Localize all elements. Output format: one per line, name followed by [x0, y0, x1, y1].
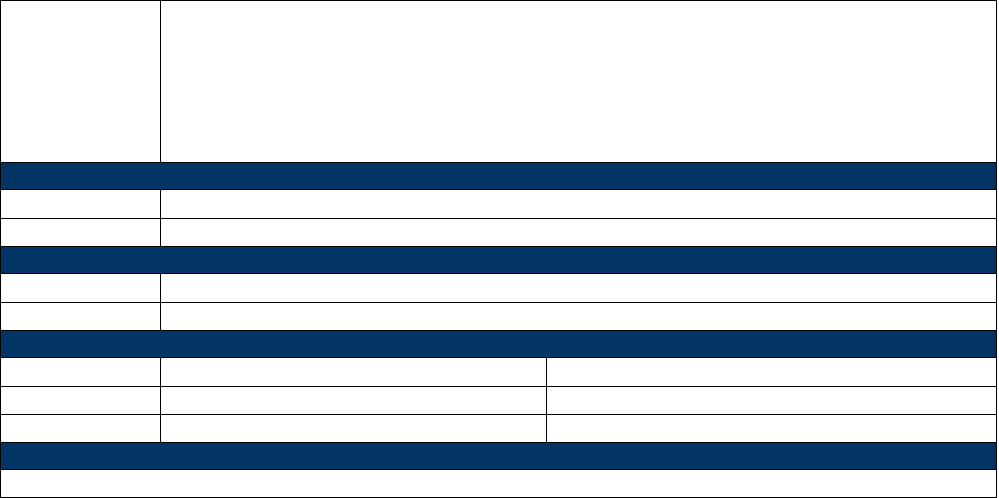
- section-header-band: [0, 442, 997, 470]
- section-header-band: [0, 246, 997, 274]
- section-header-band: [0, 330, 997, 358]
- section-header-band: [0, 162, 997, 190]
